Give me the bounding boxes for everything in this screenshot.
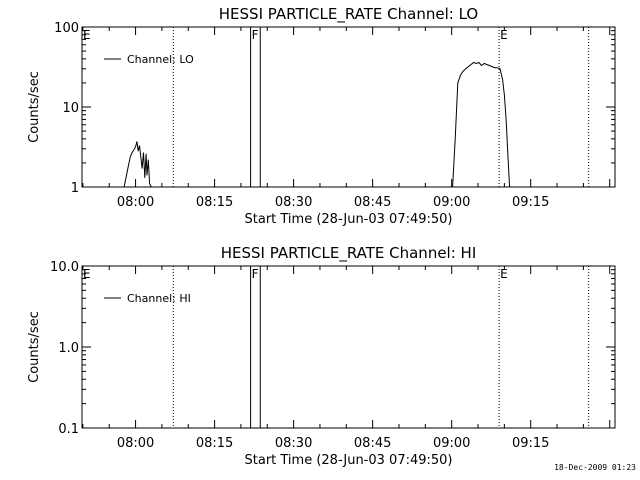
panel-2-y-tick-label: 1.0 <box>58 341 79 356</box>
panel-2-event-marker-label: F <box>252 267 259 281</box>
panel-2-y-tick-label: 0.1 <box>58 422 79 437</box>
panel-1-title: HESSI PARTICLE_RATE Channel: LO <box>219 5 478 24</box>
panel-1-x-tick-label: 08:30 <box>275 195 312 210</box>
panel-2-x-tick-label: 09:15 <box>512 436 549 451</box>
panel-2-legend-label: Channel: HI <box>127 292 191 305</box>
panel-2-axes-frame <box>81 265 616 429</box>
panel-1-event-marker-label: E <box>83 28 91 42</box>
panel-2-x-axis-label: Start Time (28-Jun-03 07:49:50) <box>245 453 453 468</box>
panel-1-event-marker-label: E <box>500 28 508 42</box>
panel-1-y-tick-label: 10 <box>62 101 79 116</box>
panel-2-y-axis-label: Counts/sec <box>27 311 42 383</box>
panel-2-y-tick-label: 10.0 <box>50 260 79 275</box>
plot-date-stamp: 18-Dec-2009 01:23 <box>554 463 636 472</box>
panel-1-y-axis-label: Counts/sec <box>27 71 42 143</box>
panel-1-x-tick-label: 09:00 <box>433 195 470 210</box>
panel-1-y-tick-label: 100 <box>54 21 79 36</box>
panel-1-x-tick-label: 08:45 <box>354 195 391 210</box>
panel-2-x-tick-label: 08:15 <box>196 436 233 451</box>
panel-1-data-line <box>452 61 511 188</box>
panel-1-x-axis-label: Start Time (28-Jun-03 07:49:50) <box>245 212 453 227</box>
panel-2-x-tick-label: 08:00 <box>117 436 154 451</box>
panel-1-x-tick-label: 08:15 <box>196 195 233 210</box>
panel-1-x-tick-label: 08:00 <box>117 195 154 210</box>
panel-1-legend-label: Channel: LO <box>127 53 194 66</box>
panel-2-x-tick-label: 09:00 <box>433 436 470 451</box>
panel-1-axes-frame <box>81 26 616 188</box>
panel-2-event-marker-label: E <box>500 267 508 281</box>
panel-1-y-tick-label: 1 <box>71 181 79 196</box>
panel-1-data-line <box>123 141 152 188</box>
panel-2-x-tick-label: 08:30 <box>275 436 312 451</box>
panel-2-title: HESSI PARTICLE_RATE Channel: HI <box>221 244 477 263</box>
panel-1-event-marker-label: F <box>252 28 259 42</box>
panel-2-event-marker-label: E <box>83 267 91 281</box>
panel-2-x-tick-label: 08:45 <box>354 436 391 451</box>
panel-1-x-tick-label: 09:15 <box>512 195 549 210</box>
